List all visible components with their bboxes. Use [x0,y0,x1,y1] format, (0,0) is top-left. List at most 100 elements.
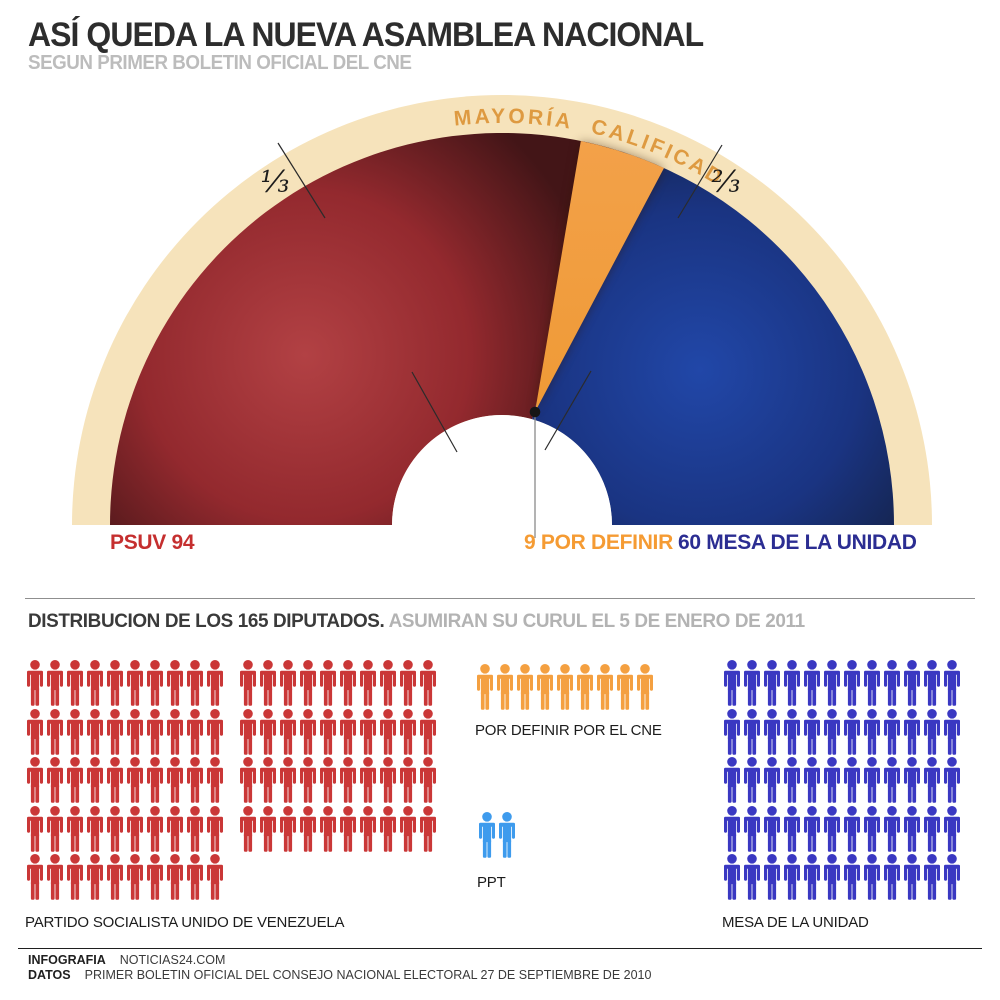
person-icon [764,805,780,852]
person-icon [420,708,436,755]
person-icon [67,757,83,803]
person-icon [187,757,203,803]
person-icon [127,660,143,706]
pictogram-block [477,812,517,858]
two-thirds-tick-outer [677,144,723,219]
person-icon [47,708,63,755]
person-icon [904,660,920,706]
footer-divider [18,948,982,949]
person-icon [824,805,840,852]
person-icon [67,805,83,852]
person-icon [420,805,436,852]
section-divider [25,598,975,599]
person-icon [127,854,143,900]
person-icon [260,660,276,706]
person-icon [844,660,860,706]
person-icon [944,854,960,900]
person-icon [280,805,296,852]
person-icon [207,757,223,803]
person-icon [924,805,940,852]
person-icon [147,708,163,755]
person-icon [260,708,276,755]
person-icon [207,708,223,755]
person-icon [764,854,780,900]
person-icon [884,757,900,803]
legend-mud: 60 MESA DE LA UNIDAD [678,531,917,554]
person-icon [784,660,800,706]
legend-undefined: 9 POR DEFINIR [524,531,673,554]
person-icon [27,854,43,900]
person-icon [744,660,760,706]
person-icon [207,854,223,900]
person-icon [87,805,103,852]
person-icon [27,660,43,706]
person-icon [127,708,143,755]
person-icon [420,660,436,706]
person-icon [479,812,495,858]
person-icon [340,757,356,803]
person-icon [187,708,203,755]
person-icon [864,805,880,852]
person-icon [924,660,940,706]
person-icon [904,854,920,900]
person-icon [724,708,740,755]
section-heading: DISTRIBUCION DE LOS 165 DIPUTADOS. ASUMI… [28,610,805,633]
person-icon [380,660,396,706]
person-icon [784,854,800,900]
footer-datos-value: PRIMER BOLETIN OFICIAL DEL CONSEJO NACIO… [84,968,652,982]
person-icon [844,805,860,852]
person-icon [260,805,276,852]
person-icon [924,708,940,755]
person-icon [360,708,376,755]
person-icon [884,854,900,900]
person-icon [67,854,83,900]
person-icon [107,805,123,852]
person-icon [744,708,760,755]
page-subtitle: SEGUN PRIMER BOLETIN OFICIAL DEL CNE [28,52,412,74]
person-icon [944,660,960,706]
person-icon [127,757,143,803]
person-icon [744,805,760,852]
person-icon [107,757,123,803]
page-title: ASÍ QUEDA LA NUEVA ASAMBLEA NACIONAL [28,16,704,54]
person-icon [107,660,123,706]
person-icon [537,664,553,710]
person-icon [300,708,316,755]
one-third-tick-inner [411,371,458,453]
person-icon [904,708,920,755]
pictogram-blocks [477,812,517,858]
section-heading-dark: DISTRIBUCION DE LOS 165 DIPUTADOS. [28,610,385,632]
person-icon [784,708,800,755]
footer-datos-row: DATOS PRIMER BOLETIN OFICIAL DEL CONSEJO… [28,968,651,982]
pictogram-blocks [475,664,655,710]
person-icon [724,757,740,803]
person-icon [167,708,183,755]
person-icon [400,757,416,803]
undefined-wedge [535,141,664,412]
person-icon [207,805,223,852]
one-third-label: ⅓ [260,165,289,200]
person-icon [300,660,316,706]
person-icon [944,757,960,803]
legend-psuv: PSUV 94 [110,531,195,554]
person-icon [824,757,840,803]
person-icon [724,660,740,706]
pictogram-group-psuv: PARTIDO SOCIALISTA UNIDO DE VENEZUELA [25,660,438,931]
person-icon [844,854,860,900]
two-thirds-label: ⅔ [711,165,740,200]
person-icon [804,708,820,755]
person-icon [924,757,940,803]
person-icon [844,708,860,755]
person-icon [147,854,163,900]
group-label-psuv: PARTIDO SOCIALISTA UNIDO DE VENEZUELA [25,914,345,931]
person-icon [784,805,800,852]
person-icon [127,805,143,852]
person-icon [864,854,880,900]
person-icon [340,660,356,706]
person-icon [240,708,256,755]
person-icon [864,757,880,803]
person-icon [944,708,960,755]
pictogram-group-mud: MESA DE LA UNIDAD [722,660,962,931]
person-icon [884,660,900,706]
